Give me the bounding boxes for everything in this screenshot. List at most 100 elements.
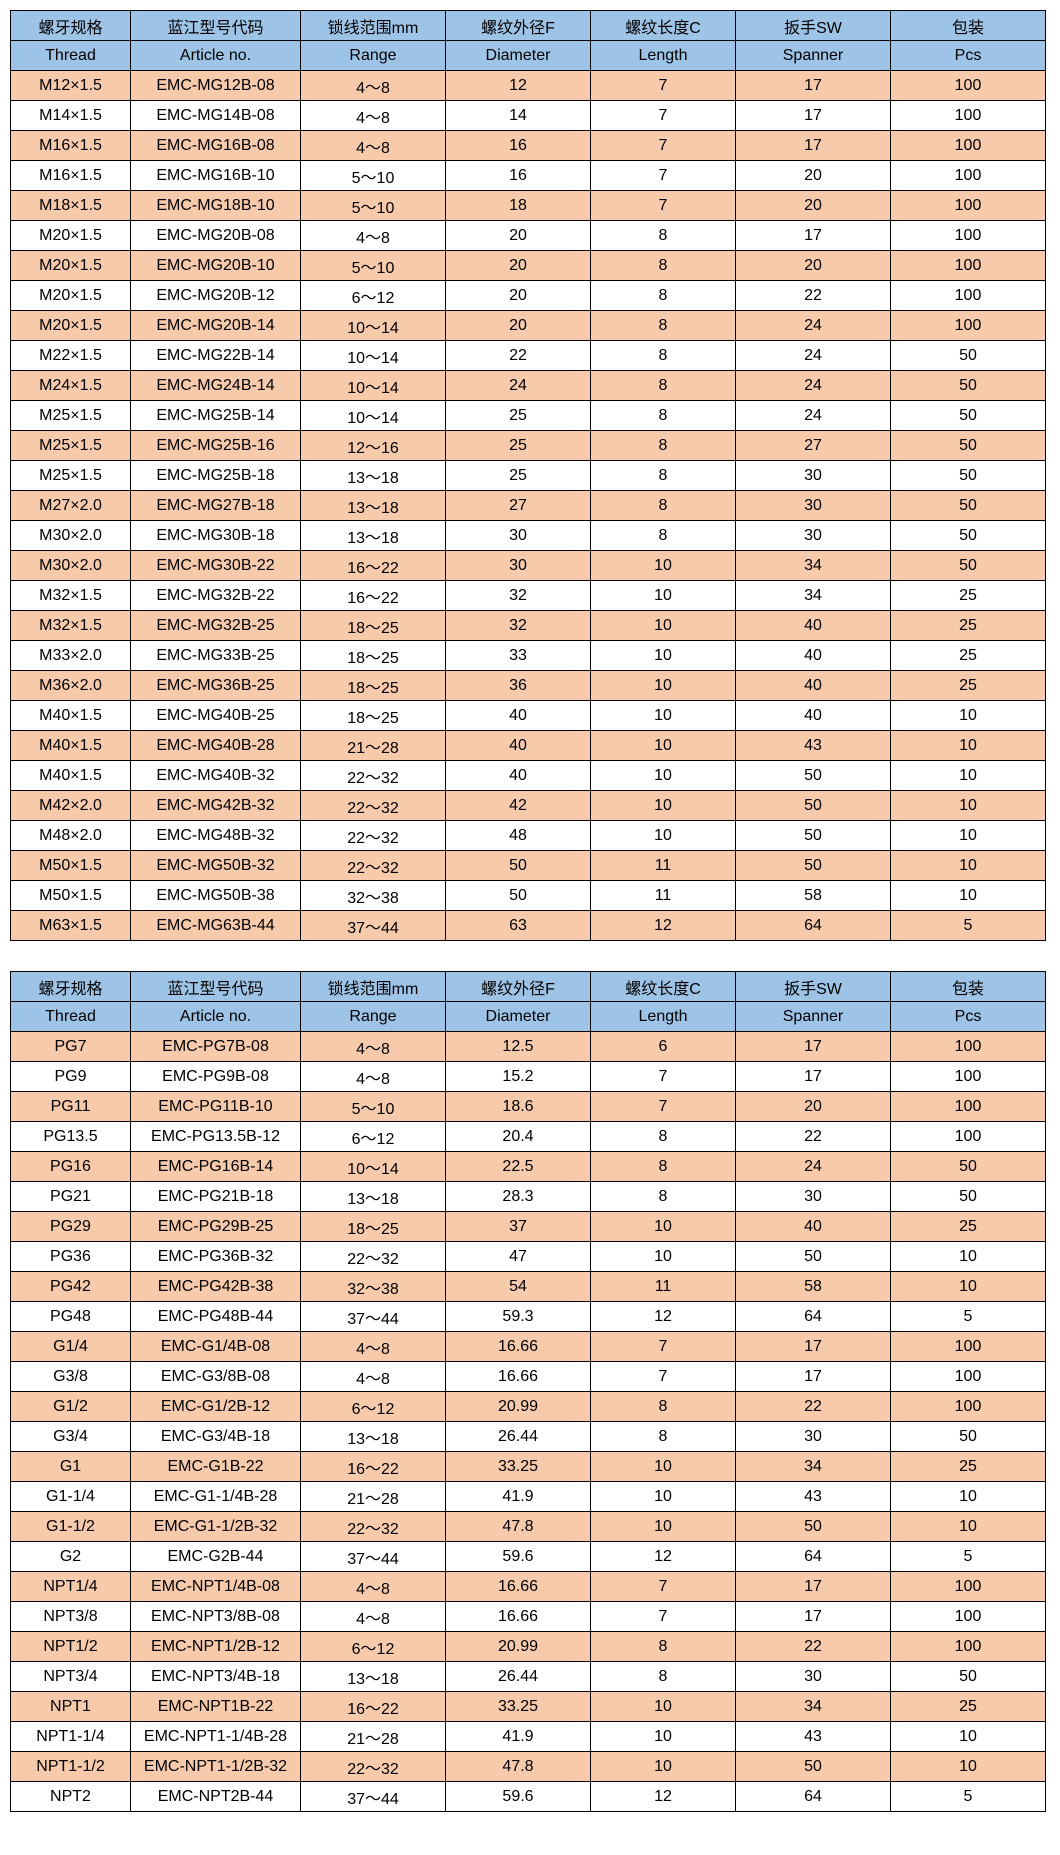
table-cell: 12～16: [301, 431, 446, 461]
table-cell: 41.9: [446, 1482, 591, 1512]
table-cell: 50: [891, 1422, 1046, 1452]
table-cell: 22～32: [301, 1242, 446, 1272]
table-cell: 13～18: [301, 1422, 446, 1452]
table-cell: EMC-MG40B-32: [131, 761, 301, 791]
table-cell: 100: [891, 1362, 1046, 1392]
table-cell: 50: [891, 371, 1046, 401]
table-cell: EMC-MG25B-16: [131, 431, 301, 461]
table-cell: G1/2: [11, 1392, 131, 1422]
table-cell: 10: [591, 611, 736, 641]
table-cell: 27: [446, 491, 591, 521]
table-cell: 13～18: [301, 521, 446, 551]
table-cell: M16×1.5: [11, 131, 131, 161]
table-cell: EMC-MG20B-10: [131, 251, 301, 281]
table-row: G3/8EMC-G3/8B-084～816.66717100: [11, 1362, 1046, 1392]
table-cell: EMC-PG16B-14: [131, 1152, 301, 1182]
table-cell: M30×2.0: [11, 521, 131, 551]
table-cell: 8: [591, 521, 736, 551]
table-cell: 4～8: [301, 1332, 446, 1362]
table-cell: 5: [891, 1302, 1046, 1332]
table-cell: 22～32: [301, 821, 446, 851]
table-cell: 10: [591, 1482, 736, 1512]
header-top-cell: 螺牙规格: [11, 11, 131, 41]
table-cell: 50: [736, 851, 891, 881]
table-row: M40×1.5EMC-MG40B-3222～3240105010: [11, 761, 1046, 791]
table-row: M36×2.0EMC-MG36B-2518～2536104025: [11, 671, 1046, 701]
table-cell: EMC-MG32B-22: [131, 581, 301, 611]
table-cell: 7: [591, 71, 736, 101]
table-cell: 50: [736, 1512, 891, 1542]
table-cell: 10: [891, 851, 1046, 881]
header-top-cell: 扳手SW: [736, 972, 891, 1002]
table-cell: PG36: [11, 1242, 131, 1272]
table-cell: G3/8: [11, 1362, 131, 1392]
table-cell: 10: [891, 821, 1046, 851]
table-cell: 40: [446, 761, 591, 791]
table-row: PG29EMC-PG29B-2518～2537104025: [11, 1212, 1046, 1242]
table-cell: 50: [736, 1242, 891, 1272]
table-row: M16×1.5EMC-MG16B-084～816717100: [11, 131, 1046, 161]
table-cell: EMC-G1-1/4B-28: [131, 1482, 301, 1512]
table-cell: 5: [891, 1782, 1046, 1812]
table-cell: 25: [891, 611, 1046, 641]
table-row: NPT1/4EMC-NPT1/4B-084～816.66717100: [11, 1572, 1046, 1602]
table-cell: 10: [591, 731, 736, 761]
table-cell: 50: [891, 341, 1046, 371]
table-cell: 26.44: [446, 1662, 591, 1692]
table-row: M32×1.5EMC-MG32B-2518～2532104025: [11, 611, 1046, 641]
table-cell: M20×1.5: [11, 311, 131, 341]
table-cell: 6: [591, 1032, 736, 1062]
table-cell: M18×1.5: [11, 191, 131, 221]
table-cell: EMC-MG42B-32: [131, 791, 301, 821]
table-cell: 10: [591, 671, 736, 701]
table-cell: 11: [591, 851, 736, 881]
table-cell: EMC-MG27B-18: [131, 491, 301, 521]
table-cell: 36: [446, 671, 591, 701]
table-cell: 22.5: [446, 1152, 591, 1182]
table-cell: 18.6: [446, 1092, 591, 1122]
table-cell: NPT3/4: [11, 1662, 131, 1692]
table-cell: 40: [736, 641, 891, 671]
table-cell: PG16: [11, 1152, 131, 1182]
table-cell: EMC-MG30B-22: [131, 551, 301, 581]
table-cell: 4～8: [301, 221, 446, 251]
table-cell: EMC-MG16B-08: [131, 131, 301, 161]
table-cell: 17: [736, 1602, 891, 1632]
table-cell: PG42: [11, 1272, 131, 1302]
table-cell: 10～14: [301, 1152, 446, 1182]
table-cell: 24: [736, 311, 891, 341]
table-cell: 100: [891, 1122, 1046, 1152]
table-cell: EMC-PG7B-08: [131, 1032, 301, 1062]
table-cell: EMC-MG30B-18: [131, 521, 301, 551]
table-cell: 20: [736, 191, 891, 221]
table-cell: 17: [736, 1362, 891, 1392]
table-cell: 59.6: [446, 1782, 591, 1812]
table-cell: 10: [891, 1242, 1046, 1272]
table-row: M20×1.5EMC-MG20B-126～1220822100: [11, 281, 1046, 311]
table-cell: EMC-MG40B-28: [131, 731, 301, 761]
table-cell: 37: [446, 1212, 591, 1242]
table-row: M25×1.5EMC-MG25B-1410～142582450: [11, 401, 1046, 431]
table-row: PG36EMC-PG36B-3222～3247105010: [11, 1242, 1046, 1272]
table-cell: 24: [446, 371, 591, 401]
table-cell: 8: [591, 1662, 736, 1692]
table-cell: 30: [736, 1182, 891, 1212]
table-cell: M27×2.0: [11, 491, 131, 521]
table-cell: M25×1.5: [11, 431, 131, 461]
spec-table-1: 螺牙规格蓝江型号代码锁线范围mm螺纹外径F螺纹长度C扳手SW包装ThreadAr…: [10, 10, 1046, 941]
table-cell: EMC-NPT1B-22: [131, 1692, 301, 1722]
table-cell: 14: [446, 101, 591, 131]
table-cell: 5～10: [301, 1092, 446, 1122]
table-cell: M48×2.0: [11, 821, 131, 851]
table-cell: 7: [591, 1362, 736, 1392]
table-cell: 8: [591, 311, 736, 341]
table-cell: M36×2.0: [11, 671, 131, 701]
table-row: M50×1.5EMC-MG50B-3222～3250115010: [11, 851, 1046, 881]
table-cell: 100: [891, 1392, 1046, 1422]
table-cell: EMC-MG36B-25: [131, 671, 301, 701]
table-cell: EMC-PG11B-10: [131, 1092, 301, 1122]
table-cell: 33: [446, 641, 591, 671]
table-cell: EMC-G3/8B-08: [131, 1362, 301, 1392]
table-cell: 50: [736, 761, 891, 791]
table-cell: EMC-NPT2B-44: [131, 1782, 301, 1812]
